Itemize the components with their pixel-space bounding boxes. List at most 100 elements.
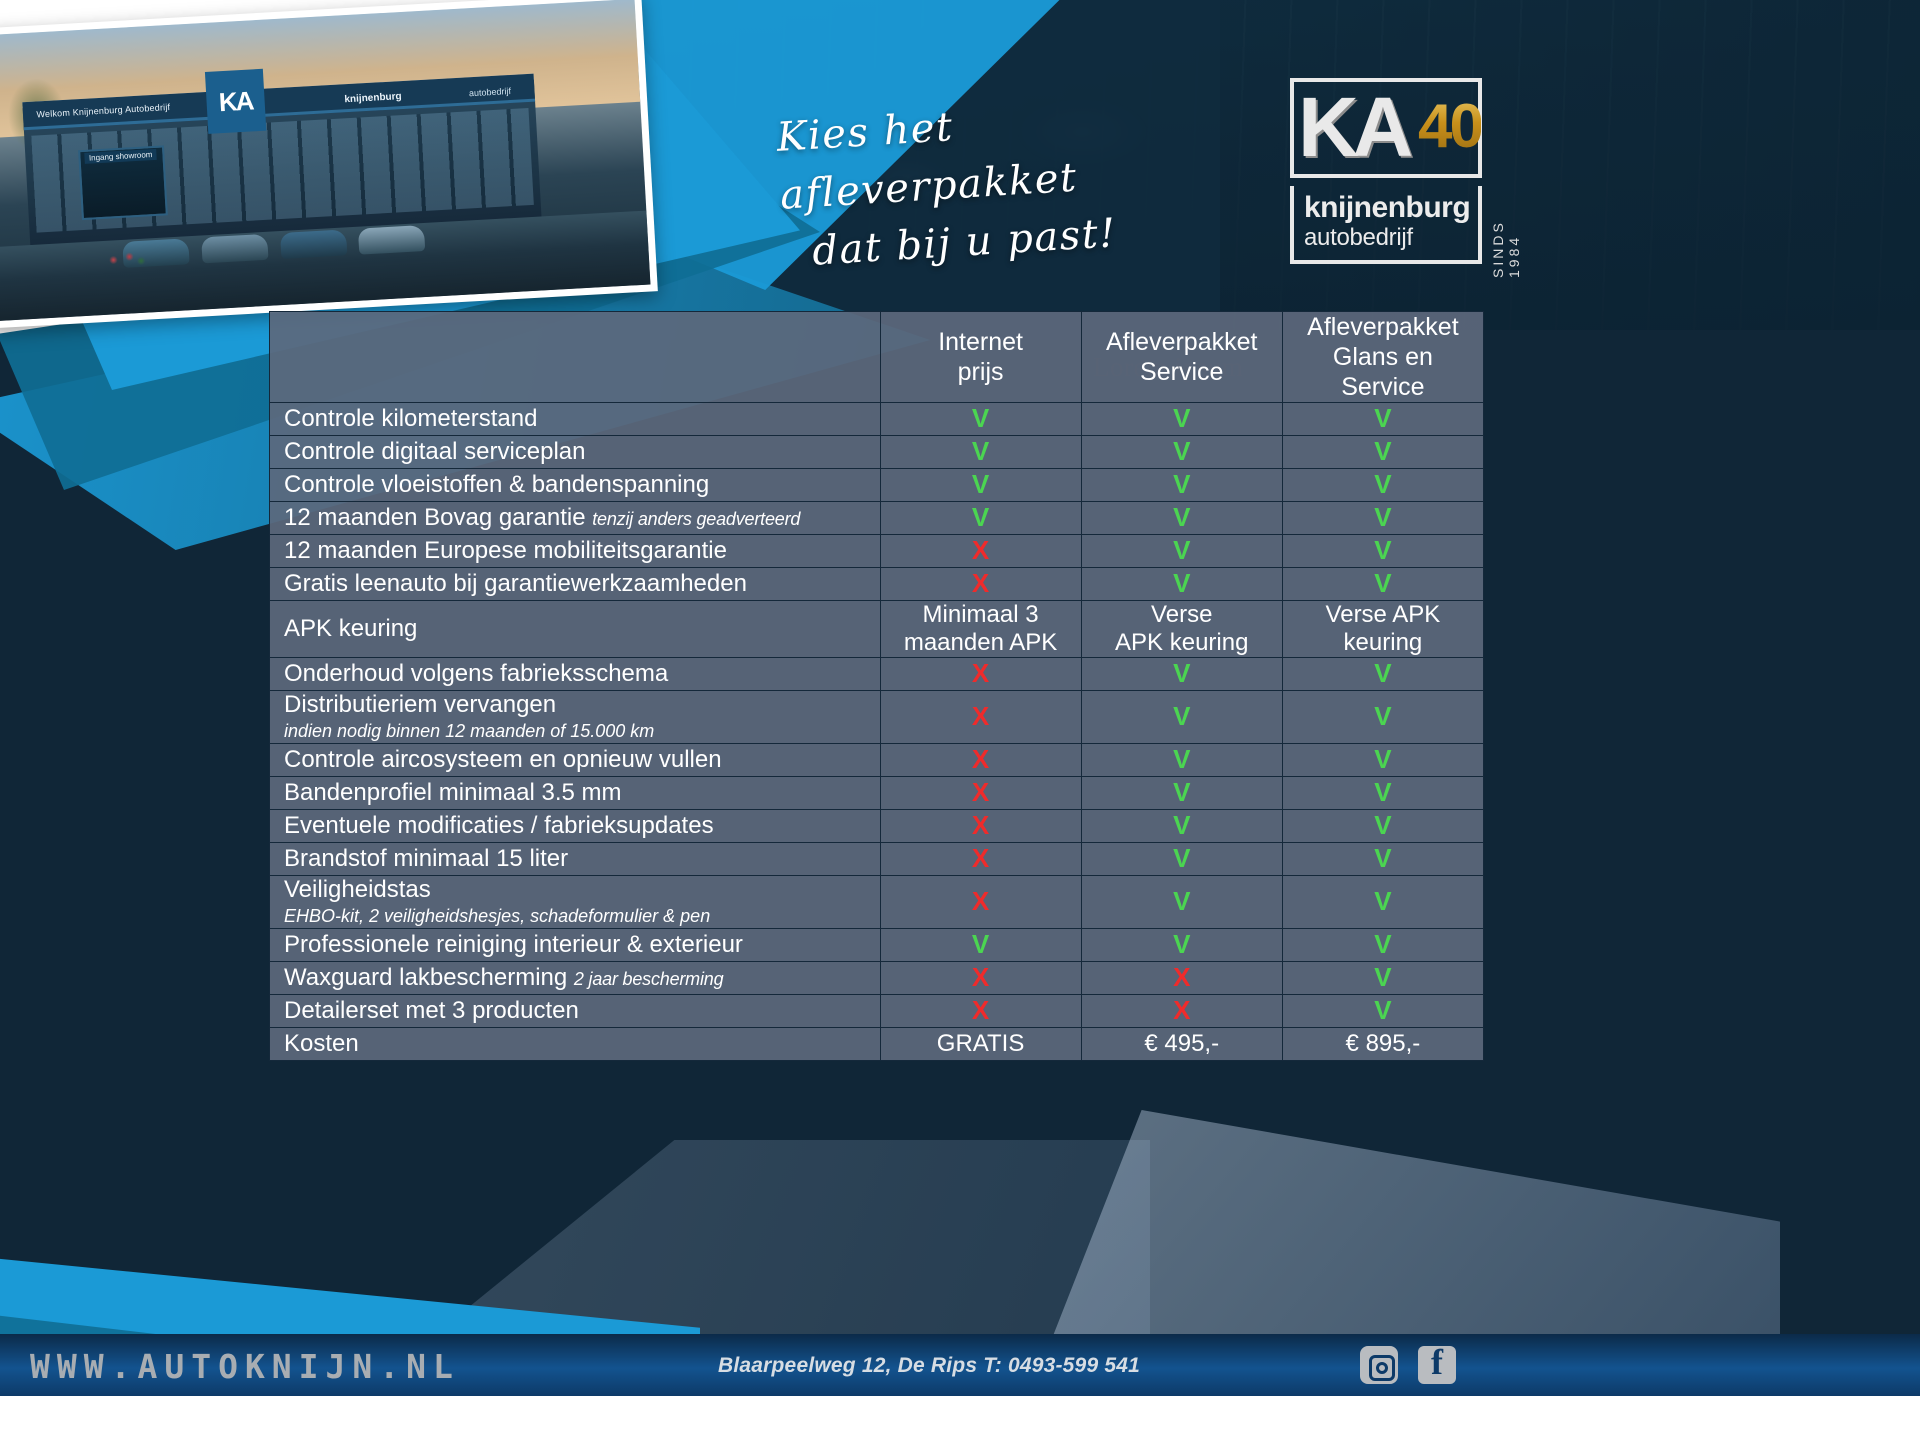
logo-name-line-1: knijnenburg [1304,191,1471,224]
row-value-cell: V [1080,657,1283,691]
check-mark: V [1374,469,1392,499]
row-value-cell: V [879,928,1082,962]
logo-anniversary-badge: 40 [1418,84,1484,170]
showroom-photo-inner: KA Welkom Knijnenburg Autobedrijf knijne… [0,0,651,322]
row-value-cell: V [1281,875,1485,929]
column-header-line2: Glans en Service [1332,343,1433,401]
cross-mark: X [971,568,990,598]
logo-since-label: SINDS 1984 [1490,220,1522,278]
cost-label-cell: Kosten [269,1027,881,1061]
row-label-cell: Eventuele modificaties / fabrieksupdates [269,809,881,843]
cross-mark: X [971,701,990,731]
logo-name-block: knijnenburg autobedrijf [1290,186,1482,264]
row-value-cell: V [1281,809,1485,843]
cross-mark: X [971,535,990,565]
photo-ka-logo: KA [204,68,267,134]
column-header-internet-prijs: Internet prijs [879,311,1082,403]
check-mark: V [1374,403,1392,433]
row-value-cell: V [1281,402,1485,436]
row-value-cell: V [1281,776,1485,810]
column-header-blank [269,311,881,403]
check-mark: V [1374,843,1392,873]
row-value-cell: V [1080,468,1283,502]
column-header-afleverpakket-glans-service: Afleverpakket Glans en Service [1281,311,1485,403]
row-value-cell: V [1080,842,1283,876]
row-value-cell: V [879,402,1082,436]
check-mark: V [971,436,990,466]
row-label: Waxguard lakbescherming [284,963,568,991]
check-mark: V [1374,810,1392,840]
row-label-subnote: EHBO-kit, 2 veiligheidshesjes, schadefor… [284,906,711,926]
cell-text: Verse APK keuring [1325,601,1441,656]
cross-mark: X [1173,995,1191,1025]
cross-mark: X [971,777,990,807]
cost-value-cell: GRATIS [879,1027,1082,1061]
row-value-cell: X [879,961,1082,995]
table-row: Professionele reiniging interieur & exte… [269,928,1485,962]
row-label-cell: APK keuring [269,600,881,658]
logo-ka-mark: KA [1298,80,1413,174]
check-mark: V [971,502,990,532]
row-label-cell: Waxguard lakbescherming 2 jaar beschermi… [269,961,881,995]
logo-frame [1290,78,1482,178]
row-value-cell: V [1080,567,1283,601]
row-value-cell: V [1281,994,1485,1028]
check-mark: V [1374,658,1392,688]
row-value-cell: V [1281,534,1485,568]
table-row: 12 maanden Bovag garantie tenzij anders … [269,501,1485,535]
check-mark: V [971,929,990,959]
table-row: Veiligheidstas EHBO-kit, 2 veiligheidshes… [269,875,1485,929]
row-label-cell: Controle vloeistoffen & bandenspanning [269,468,881,502]
photo-car [201,234,269,264]
row-label: Controle kilometerstand [284,405,538,432]
row-value-cell: V [879,435,1082,469]
row-label-cell: Brandstof minimaal 15 liter [269,842,881,876]
row-value-cell: X [879,875,1082,929]
instagram-icon[interactable] [1360,1346,1398,1384]
check-mark: V [971,469,990,499]
check-mark: V [1173,658,1191,688]
check-mark: V [1173,535,1191,565]
cell-text: Minimaal 3 maanden APK [903,601,1058,656]
row-label: Brandstof minimaal 15 liter [284,845,569,872]
row-value-cell: V [879,468,1082,502]
facebook-icon[interactable] [1418,1341,1456,1384]
row-value-cell: V [879,501,1082,535]
row-value-cell: X [1080,994,1283,1028]
row-label-cell: 12 maanden Bovag garantie tenzij anders … [269,501,881,535]
footer-website-url[interactable]: WWW.AUTOKNIJN.NL [30,1347,460,1386]
cross-mark: X [971,658,990,688]
footer-address: Blaarpeelweg 12, De Rips T: 0493-599 541 [718,1354,1140,1377]
row-value-cell: X [1080,961,1283,995]
table-row: Eventuele modificaties / fabrieksupdates… [269,809,1485,843]
table-body: Controle kilometerstand V V V Controle digit… [269,402,1485,1061]
row-value-cell: Minimaal 3 maanden APK [879,600,1082,658]
row-label: 12 maanden Europese mobiliteitsgarantie [284,537,727,564]
row-value-cell: V [1080,776,1283,810]
cell-text: Verse APK keuring [1115,601,1249,656]
showroom-photo: KA Welkom Knijnenburg Autobedrijf knijne… [0,0,658,329]
check-mark: V [1374,535,1392,565]
row-label-subnote: indien nodig binnen 12 maanden of 15.000… [284,721,655,741]
cross-mark: X [971,744,990,774]
row-value-cell: X [879,994,1082,1028]
row-value-cell: V [1281,961,1485,995]
row-value-cell: V [1281,842,1485,876]
row-value-cell: V [1080,690,1283,744]
row-value-cell: X [879,657,1082,691]
cross-mark: X [971,886,990,916]
row-value-cell: V [1080,435,1283,469]
table-row: Waxguard lakbescherming 2 jaar beschermi… [269,961,1485,995]
row-label: Professionele reiniging interieur & exte… [284,931,743,958]
table-header-row: Internet prijs Afleverpakket Service Afl… [269,311,1485,403]
package-comparison-table: Internet prijs Afleverpakket Service Afl… [269,311,1485,1061]
row-label: APK keuring [284,615,418,642]
check-mark: V [1374,568,1392,598]
cross-mark: X [971,810,990,840]
check-mark: V [1173,843,1191,873]
row-value-cell: V [1281,468,1485,502]
table-row: Detailerset met 3 producten X X V [269,994,1485,1028]
row-value-cell: V [1080,534,1283,568]
check-mark: V [1173,469,1191,499]
row-label: Controle aircosysteem en opnieuw vullen [284,746,722,773]
